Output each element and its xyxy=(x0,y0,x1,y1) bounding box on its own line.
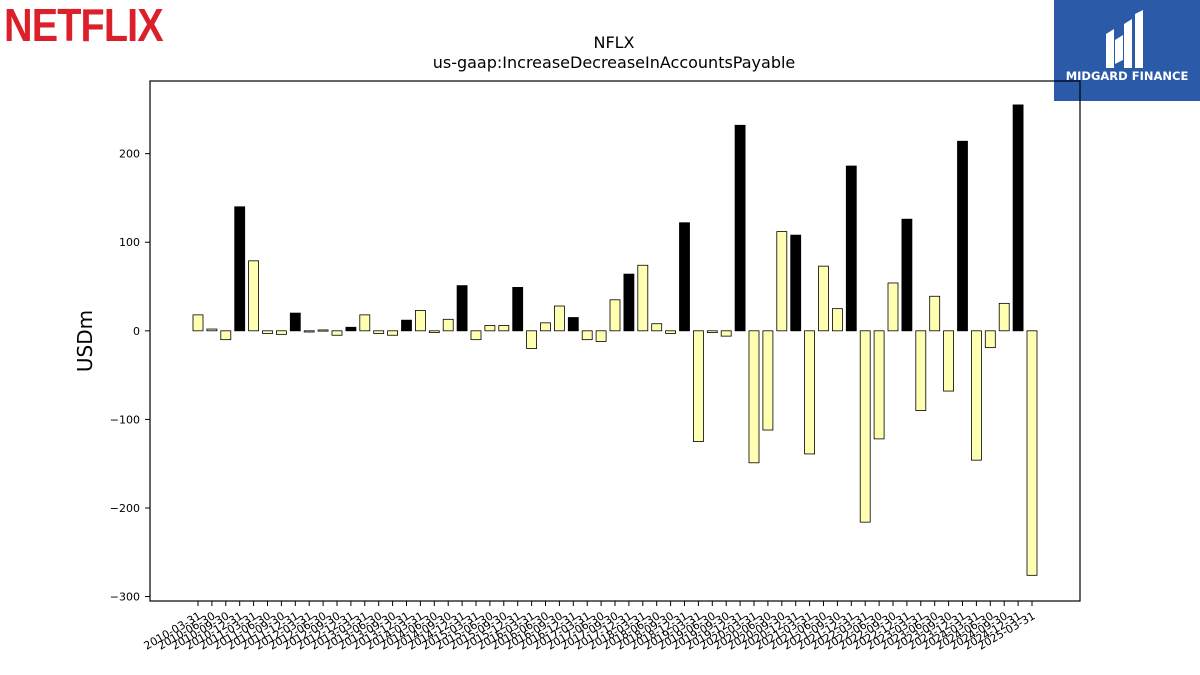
bar-2012-06-30 xyxy=(317,329,329,332)
bar-2017-06-30 xyxy=(595,330,607,342)
y-axis-label: USDm xyxy=(73,310,97,372)
y-tick-label: −100 xyxy=(110,413,140,426)
chart-title: NFLX xyxy=(593,33,635,52)
bar-2016-03-31 xyxy=(526,330,537,349)
bar-2022-09-30 xyxy=(887,282,899,332)
midgard-emblem-icon xyxy=(1106,10,1143,68)
bar-2021-06-30 xyxy=(818,265,829,332)
bar-2015-06-30 xyxy=(484,325,496,332)
bar-2015-09-30 xyxy=(498,325,510,332)
bar-2022-06-30 xyxy=(873,330,885,440)
bar-2013-09-30 xyxy=(387,330,399,336)
chart-subtitle: us-gaap:IncreaseDecreaseInAccountsPayabl… xyxy=(432,53,796,72)
y-tick-label: 0 xyxy=(133,325,140,338)
bar-2019-06-30 xyxy=(706,330,718,333)
bars-layer xyxy=(192,104,1038,576)
bar-2013-12-31 xyxy=(401,319,412,332)
bar-2010-09-30 xyxy=(220,330,232,341)
bar-2018-09-30 xyxy=(665,330,676,334)
bar-2012-09-30 xyxy=(331,330,343,336)
bar-2012-03-31 xyxy=(303,330,315,333)
bar-2018-12-31 xyxy=(679,222,690,332)
bar-2010-06-30 xyxy=(206,328,218,332)
bar-2024-06-30 xyxy=(984,330,996,349)
bar-2023-03-31 xyxy=(915,330,927,411)
bar-2011-03-31 xyxy=(248,260,260,332)
bar-2010-03-31 xyxy=(192,314,204,332)
bar-2021-12-31 xyxy=(845,165,857,332)
bar-2019-03-31 xyxy=(693,330,704,442)
bar-2022-03-31 xyxy=(859,330,871,523)
bar-2011-06-30 xyxy=(262,330,273,334)
bar-2023-09-30 xyxy=(943,330,954,392)
bar-2020-09-30 xyxy=(776,231,788,332)
bar-2025-03-31 xyxy=(1026,330,1038,576)
bar-2023-12-31 xyxy=(957,140,968,332)
y-tick-label: 100 xyxy=(119,236,140,249)
bar-2015-12-31 xyxy=(512,287,524,332)
bar-2011-09-30 xyxy=(275,330,287,335)
bar-2011-12-31 xyxy=(289,312,301,332)
bar-2010-12-31 xyxy=(234,206,246,332)
netflix-logo: NETFLIX xyxy=(4,0,164,51)
bar-2017-09-30 xyxy=(609,299,621,332)
plot-frame xyxy=(149,80,1081,602)
bar-2014-06-30 xyxy=(428,330,440,333)
bar-2022-12-31 xyxy=(901,218,913,332)
bar-2016-09-30 xyxy=(554,305,565,332)
bar-2020-03-31 xyxy=(748,330,760,464)
bar-2021-09-30 xyxy=(832,308,843,332)
bar-2014-12-31 xyxy=(456,285,468,332)
bar-2013-06-30 xyxy=(373,330,385,334)
bar-2019-12-31 xyxy=(734,124,746,332)
y-tick-label: −200 xyxy=(110,502,140,515)
bar-2017-03-31 xyxy=(581,330,593,341)
bar-2014-03-31 xyxy=(414,310,426,332)
bar-2016-12-31 xyxy=(567,317,579,332)
bar-2018-03-31 xyxy=(637,264,649,332)
y-tick-label: 200 xyxy=(119,148,140,161)
bar-2012-12-31 xyxy=(345,326,357,332)
midgard-finance-label: MIDGARD FINANCE xyxy=(1065,69,1189,83)
midgard-finance-logo: MIDGARD FINANCE xyxy=(1054,0,1200,101)
bar-2023-06-30 xyxy=(929,295,941,332)
bar-2016-06-30 xyxy=(540,322,551,332)
bar-2024-03-31 xyxy=(971,330,982,461)
bar-2020-12-31 xyxy=(790,234,802,332)
bar-2024-09-30 xyxy=(998,302,1010,332)
bar-2014-09-30 xyxy=(442,318,454,332)
bar-2013-03-31 xyxy=(359,314,371,332)
bar-2024-12-31 xyxy=(1012,104,1024,332)
bar-2020-06-30 xyxy=(762,330,774,431)
bar-2021-03-31 xyxy=(804,330,815,455)
y-tick-label: −300 xyxy=(110,591,140,604)
axes-layer: −300−200−1000100200USDm2010-03-312010-06… xyxy=(73,80,1081,653)
bar-2015-03-31 xyxy=(470,330,482,341)
bar-2017-12-31 xyxy=(623,273,635,332)
bar-2018-06-30 xyxy=(651,323,663,332)
bar-2019-09-30 xyxy=(720,330,732,337)
